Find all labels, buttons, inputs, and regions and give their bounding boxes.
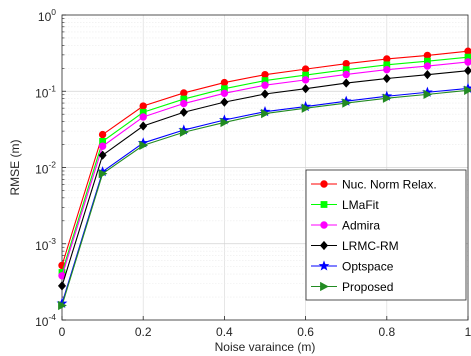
- data-point: [301, 65, 310, 73]
- series-2: [58, 58, 471, 280]
- y-tick-label: 10-4: [35, 312, 56, 329]
- data-point: [383, 55, 391, 63]
- data-point: [464, 85, 471, 95]
- data-point: [342, 70, 350, 79]
- x-tick-label: 0.8: [378, 325, 395, 339]
- data-point: [261, 108, 270, 119]
- legend-label: Nuc. Norm Relax.: [342, 178, 437, 192]
- data-point: [179, 127, 189, 137]
- series-layer: [56, 47, 471, 311]
- data-point: [220, 117, 230, 128]
- data-point: [342, 59, 350, 68]
- legend-item: LRMC-RM: [311, 239, 399, 253]
- data-point: [261, 81, 269, 89]
- legend-item: Nuc. Norm Relax.: [311, 178, 437, 192]
- legend-item: Proposed: [311, 280, 393, 294]
- y-tick-base: 10: [38, 10, 52, 24]
- data-point: [382, 93, 392, 103]
- y-tick-exponent: -4: [48, 312, 56, 322]
- data-point: [98, 130, 107, 139]
- legend-label: Proposed: [342, 280, 393, 294]
- y-tick-base: 10: [35, 239, 49, 253]
- y-tick-base: 10: [35, 315, 49, 329]
- data-point: [301, 84, 310, 94]
- data-point: [423, 89, 433, 100]
- legend-box: [305, 169, 467, 301]
- y-tick-exponent: -2: [48, 160, 56, 170]
- y-tick-base: 10: [35, 86, 49, 100]
- data-point: [139, 102, 147, 110]
- y-tick-label: 10-3: [35, 236, 56, 253]
- data-point: [139, 140, 149, 151]
- legend-marker: [320, 180, 328, 188]
- y-tick-label: 10-1: [35, 83, 56, 100]
- data-point: [463, 66, 471, 76]
- data-point: [220, 97, 229, 107]
- x-tick-label: 0.4: [216, 325, 233, 339]
- data-point: [260, 89, 270, 99]
- x-tick-label: 0.2: [135, 325, 152, 339]
- data-point: [98, 169, 108, 179]
- data-point: [180, 99, 188, 108]
- data-point: [464, 58, 471, 66]
- data-point: [382, 73, 391, 84]
- x-tick-label: 1: [465, 325, 471, 339]
- data-point: [464, 47, 471, 55]
- legend-marker: [320, 201, 328, 208]
- y-tick-exponent: -1: [48, 83, 56, 93]
- data-point: [58, 300, 67, 311]
- x-tick-label: 0: [59, 325, 66, 339]
- y-tick-exponent: 0: [51, 7, 56, 17]
- data-point: [180, 89, 188, 97]
- series-1: [58, 53, 471, 276]
- data-point: [342, 98, 352, 108]
- legend-label: Admira: [342, 219, 380, 233]
- y-tick-label: 10-2: [35, 160, 56, 177]
- data-point: [301, 76, 310, 84]
- x-axis-title: Noise varaince (m): [215, 340, 316, 354]
- y-tick-label: 100: [38, 7, 56, 24]
- data-point: [423, 51, 432, 60]
- data-point: [261, 70, 269, 79]
- legend: Nuc. Norm Relax. LMaFit Admira LRMC-RM Optsp…: [305, 169, 467, 301]
- data-point: [301, 103, 311, 113]
- legend-label: Optspace: [342, 260, 394, 274]
- legend-marker: [318, 260, 330, 271]
- legend-marker: [319, 240, 329, 251]
- legend-label: LRMC-RM: [342, 239, 399, 253]
- y-tick-exponent: -3: [48, 236, 56, 246]
- series-5: [58, 85, 471, 311]
- legend-label: LMaFit: [342, 198, 379, 212]
- legend-marker: [320, 221, 328, 229]
- data-point: [139, 121, 148, 131]
- legend-marker: [320, 281, 329, 292]
- data-point: [139, 113, 147, 121]
- legend-item: Optspace: [311, 260, 394, 274]
- legend-item: Admira: [311, 219, 380, 233]
- data-point: [179, 107, 188, 117]
- data-point: [98, 142, 107, 150]
- data-point: [57, 281, 67, 291]
- data-point: [423, 70, 432, 80]
- data-point: [423, 62, 432, 70]
- series-3: [57, 66, 471, 291]
- data-point: [383, 65, 391, 74]
- data-point: [98, 150, 107, 160]
- data-point: [342, 78, 351, 88]
- y-axis-title: RMSE (m): [8, 140, 22, 196]
- series-0: [58, 47, 471, 270]
- data-point: [220, 78, 229, 87]
- x-tick-label: 0.6: [297, 325, 314, 339]
- legend-item: LMaFit: [311, 198, 379, 212]
- y-tick-base: 10: [35, 163, 49, 177]
- data-point: [220, 89, 229, 97]
